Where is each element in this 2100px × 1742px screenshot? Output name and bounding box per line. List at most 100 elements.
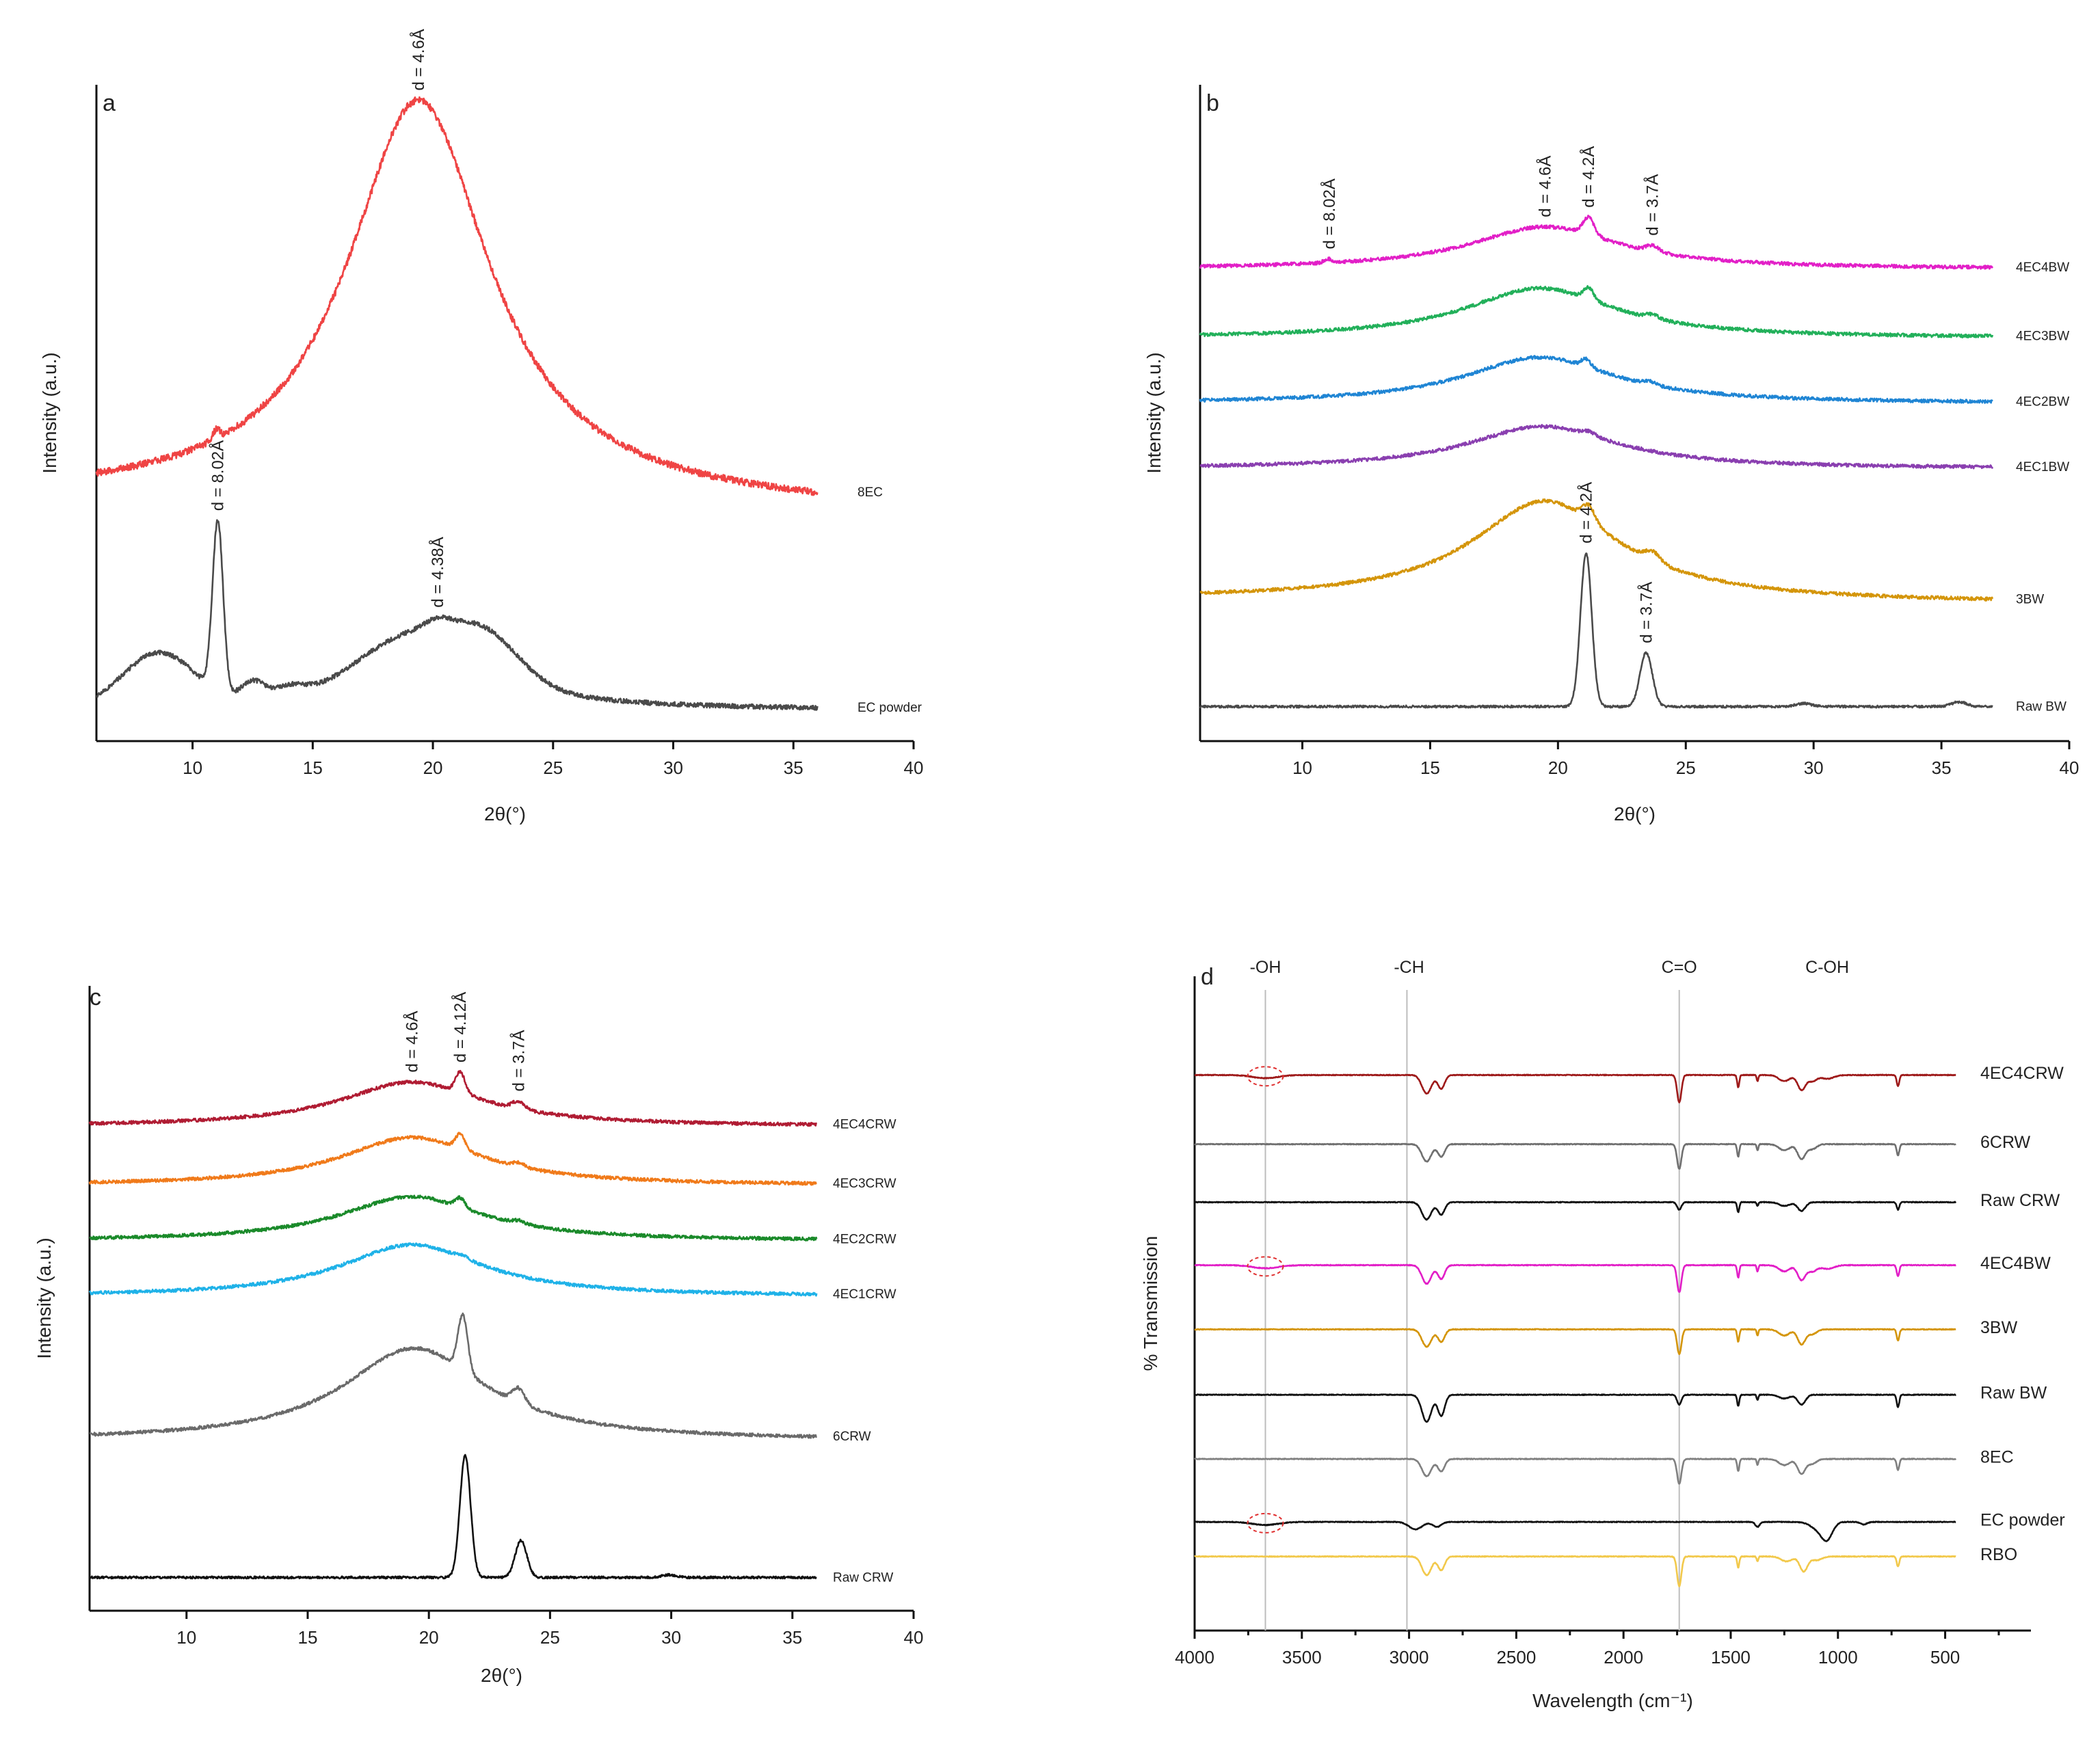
x-tick-label-2500: 2500 bbox=[1496, 1647, 1536, 1667]
x-tick-label-30: 30 bbox=[1804, 758, 1824, 778]
panel-c-xrd-chart: c 10 15 20 25 30 35 40 2θ(°) Intensity (a.u.) 4EC4… bbox=[34, 984, 923, 1686]
panel-letter: a bbox=[103, 90, 116, 116]
x-tick-label-15: 15 bbox=[303, 758, 323, 778]
series-label-8ec: 8EC bbox=[1980, 1447, 2014, 1466]
series-line-8ec bbox=[1194, 1458, 1957, 1485]
series-label-3bw: 3BW bbox=[1980, 1318, 2018, 1337]
peak-annotation-1: d = 4.6Å bbox=[1536, 156, 1555, 217]
x-axis-title: 2θ(°) bbox=[484, 803, 526, 825]
band-label-oh: -OH bbox=[1250, 958, 1281, 977]
x-axis-title: Wavelength (cm⁻¹) bbox=[1532, 1690, 1693, 1711]
series-line-4ec4bw bbox=[1199, 215, 1994, 270]
series-label-6crw: 6CRW bbox=[1980, 1133, 2031, 1152]
series-label-raw-bw: Raw BW bbox=[2016, 699, 2066, 714]
peak-annotation-2: d = 4.2Å bbox=[1579, 146, 1598, 208]
series-line-raw-bw bbox=[1194, 1393, 1956, 1423]
panel-letter: c bbox=[90, 984, 101, 1010]
series-label-4ec4bw: 4EC4BW bbox=[2016, 260, 2069, 275]
series-line-4ec1crw bbox=[88, 1242, 818, 1297]
panel-d-ftir-chart: d 4000 3500 3000 2500 2000 1500 1000 500 Waveleng… bbox=[1140, 958, 2065, 1711]
series-line-raw-bw bbox=[1199, 552, 1993, 709]
series-label-raw-crw: Raw CRW bbox=[833, 1570, 893, 1585]
series-label-3bw: 3BW bbox=[2016, 592, 2044, 606]
series-line-rbo bbox=[1194, 1555, 1956, 1587]
panel-a-xrd-chart: a 10 15 20 25 30 35 40 2θ(°) Intensity (a.u.) 8EC E… bbox=[39, 29, 923, 825]
series-line-4ec4crw bbox=[1194, 1073, 1956, 1103]
x-tick-label-10: 10 bbox=[1292, 758, 1312, 778]
series-label-8ec: 8EC bbox=[858, 485, 883, 500]
series-line-4ec1bw bbox=[1199, 424, 1994, 470]
peak-annotation-1: d = 8.02Å bbox=[208, 440, 227, 511]
x-tick-label-20: 20 bbox=[1548, 758, 1568, 778]
series-label-raw-bw: Raw BW bbox=[1980, 1384, 2047, 1403]
x-tick-label-3000: 3000 bbox=[1390, 1647, 1429, 1667]
series-line-3bw bbox=[1199, 498, 1994, 602]
y-axis-title: Intensity (a.u.) bbox=[1143, 352, 1165, 473]
peak-annotation-5: d = 3.7Å bbox=[1636, 582, 1656, 643]
oh-marker-4ec4crw bbox=[1247, 1066, 1284, 1087]
x-tick-label-35: 35 bbox=[1932, 758, 1952, 778]
oh-marker-ec-powder bbox=[1247, 1512, 1284, 1533]
x-axis-title: 2θ(°) bbox=[481, 1665, 522, 1686]
series-line-3bw bbox=[1194, 1328, 1956, 1355]
x-tick-label-20: 20 bbox=[419, 1627, 439, 1648]
peak-annotation-2: d = 4.38Å bbox=[428, 537, 447, 607]
x-tick-label-35: 35 bbox=[784, 758, 803, 778]
x-tick-label-20: 20 bbox=[423, 758, 443, 778]
series-label-4ec1bw: 4EC1BW bbox=[2016, 460, 2069, 474]
x-tick-label-25: 25 bbox=[1676, 758, 1696, 778]
x-tick-label-25: 25 bbox=[540, 1627, 560, 1648]
series-label-raw-crw: Raw CRW bbox=[1980, 1191, 2060, 1210]
x-tick-label-30: 30 bbox=[663, 758, 683, 778]
y-axis-title: Intensity (a.u.) bbox=[39, 352, 60, 473]
series-label-4ec3crw: 4EC3CRW bbox=[833, 1177, 896, 1191]
x-tick-label-10: 10 bbox=[183, 758, 202, 778]
peak-annotation-3: d = 3.7Å bbox=[1643, 174, 1662, 236]
series-line-4ec2bw bbox=[1199, 355, 1993, 404]
panel-letter: b bbox=[1206, 90, 1219, 116]
x-tick-label-15: 15 bbox=[298, 1627, 318, 1648]
peak-annotation-0: d = 4.6Å bbox=[409, 29, 428, 90]
x-tick-label-4000: 4000 bbox=[1175, 1647, 1214, 1667]
series-line-4ec4bw bbox=[1194, 1263, 1956, 1293]
series-label-rbo: RBO bbox=[1980, 1545, 2017, 1564]
peak-annotation-2: d = 3.7Å bbox=[509, 1030, 528, 1091]
x-tick-label-1500: 1500 bbox=[1711, 1647, 1751, 1667]
x-tick-label-10: 10 bbox=[176, 1627, 196, 1648]
peak-annotation-0: d = 4.6Å bbox=[402, 1011, 421, 1073]
series-label-4ec1crw: 4EC1CRW bbox=[833, 1287, 896, 1302]
x-tick-label-40: 40 bbox=[904, 758, 924, 778]
series-label-6crw: 6CRW bbox=[833, 1430, 871, 1444]
x-tick-label-35: 35 bbox=[782, 1627, 802, 1648]
y-axis-title: Intensity (a.u.) bbox=[34, 1237, 55, 1358]
series-line-raw-crw bbox=[1194, 1201, 1957, 1221]
series-line-ec-powder bbox=[1193, 1520, 1956, 1542]
series-line-4ec4crw bbox=[88, 1069, 818, 1127]
x-tick-label-30: 30 bbox=[661, 1627, 681, 1648]
oh-marker-4ec4bw bbox=[1247, 1256, 1284, 1277]
series-line-4ec3bw bbox=[1199, 285, 1994, 339]
x-tick-label-15: 15 bbox=[1420, 758, 1440, 778]
series-line-8ec bbox=[95, 96, 819, 496]
series-label-4ec4crw: 4EC4CRW bbox=[1980, 1064, 2064, 1083]
band-label-ch: -CH bbox=[1394, 958, 1424, 977]
y-axis-title: % Transmission bbox=[1140, 1236, 1161, 1371]
series-label-4ec3bw: 4EC3BW bbox=[2016, 330, 2069, 344]
peak-annotation-0: d = 8.02Å bbox=[1320, 178, 1339, 249]
series-line-ec-powder bbox=[96, 519, 819, 711]
panel-letter: d bbox=[1201, 964, 1214, 990]
series-line-raw-crw bbox=[89, 1453, 817, 1580]
series-line-6crw bbox=[1194, 1142, 1956, 1170]
series-label-ec-powder: EC powder bbox=[858, 701, 922, 715]
peak-annotation-1: d = 4.12Å bbox=[451, 992, 470, 1062]
series-label-4ec4crw: 4EC4CRW bbox=[833, 1118, 896, 1132]
series-line-6crw bbox=[89, 1312, 817, 1439]
series-label-4ec4bw: 4EC4BW bbox=[1980, 1254, 2051, 1273]
x-tick-label-25: 25 bbox=[543, 758, 563, 778]
series-line-4ec2crw bbox=[89, 1194, 818, 1242]
x-axis-title: 2θ(°) bbox=[1614, 803, 1656, 825]
x-tick-label-40: 40 bbox=[904, 1627, 924, 1648]
x-tick-label-2000: 2000 bbox=[1604, 1647, 1643, 1667]
x-tick-label-40: 40 bbox=[2060, 758, 2079, 778]
